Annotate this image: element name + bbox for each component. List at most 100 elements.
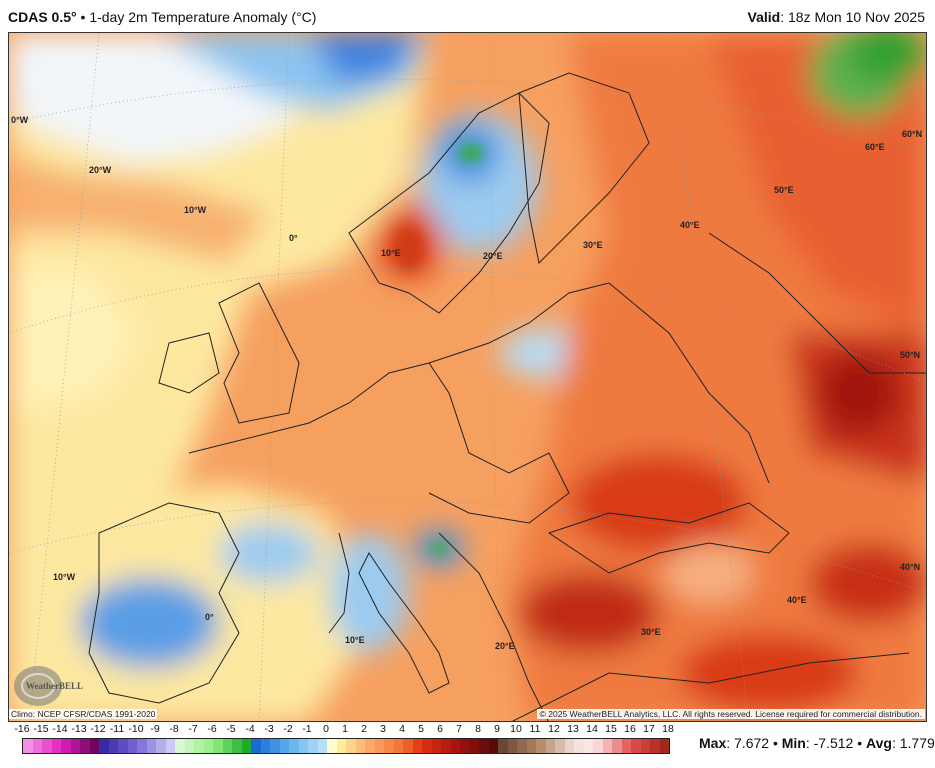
colorbar-tick-label: 18	[662, 723, 674, 735]
min-value: : -7.512	[805, 735, 854, 751]
grid-label: 30°E	[641, 627, 661, 637]
colorbar-bin	[631, 739, 641, 753]
grid-label: 40°E	[787, 595, 807, 605]
anomaly-map: 0°W 20°W 10°W 0° 10°E 20°E 30°E 40°E 50°…	[8, 32, 927, 722]
colorbar-tick-label: 14	[586, 723, 598, 735]
colorbar-bin	[70, 739, 80, 753]
grid-label: 50°N	[900, 350, 920, 360]
colorbar-bin	[222, 739, 232, 753]
colorbar-bin	[108, 739, 118, 753]
colorbar-bin	[146, 739, 156, 753]
colorbar-bin	[640, 739, 650, 753]
colorbar-bin	[536, 739, 546, 753]
colorbar-bin	[488, 739, 498, 753]
separator: •	[853, 735, 867, 751]
colorbar-tick-label: -9	[150, 723, 160, 735]
colorbar-tick-label: -4	[245, 723, 255, 735]
grid-label: 0°W	[11, 115, 29, 125]
colorbar-bin	[469, 739, 479, 753]
map-title: CDAS 0.5° • 1-day 2m Temperature Anomaly…	[8, 9, 316, 25]
colorbar-tick-label: -1	[302, 723, 312, 735]
colorbar-bin	[336, 739, 346, 753]
colorbar-tick-label: 12	[548, 723, 560, 735]
valid-time: Valid: 18z Mon 10 Nov 2025	[748, 9, 925, 25]
avg-label: Avg	[866, 735, 892, 751]
colorbar-bin	[289, 739, 299, 753]
colorbar-bin	[241, 739, 251, 753]
colorbar-bin	[327, 739, 337, 753]
colorbar-tick-label: -16	[14, 723, 30, 735]
colorbar-bin	[393, 739, 403, 753]
colorbar-bin	[99, 739, 109, 753]
grid-label: 10°W	[184, 205, 207, 215]
valid-label: Valid	[747, 9, 781, 25]
colorbar-bin	[412, 739, 422, 753]
min-label: Min	[781, 735, 806, 751]
colorbar-tick-label: -11	[109, 723, 125, 735]
colorbar-bin	[460, 739, 470, 753]
colorbar-bin	[165, 739, 175, 753]
colorbar-bin	[659, 739, 669, 753]
colorbar-tick-label: 15	[605, 723, 617, 735]
colorbar-tick-label: 6	[437, 723, 443, 735]
colorbar-bin	[251, 739, 261, 753]
climo-note: Climo: NCEP CFSR/CDAS 1991-2020	[9, 709, 158, 719]
colorbar-bin	[650, 739, 660, 753]
colorbar-bin	[156, 739, 166, 753]
colorbar-bin	[403, 739, 413, 753]
colorbar-bin	[526, 739, 536, 753]
grid-label: 20°W	[89, 165, 112, 175]
colorbar-bin	[317, 739, 327, 753]
colorbar-bin	[260, 739, 270, 753]
colorbar-bin	[346, 739, 356, 753]
colorbar-tick-label: -3	[264, 723, 274, 735]
colorbar-bin	[583, 739, 593, 753]
separator: •	[80, 9, 86, 25]
colorbar-bin	[118, 739, 128, 753]
colorbar-tick-label: -8	[169, 723, 179, 735]
max-label: Max	[699, 735, 727, 751]
grid-labels: 0°W 20°W 10°W 0° 10°E 20°E 30°E 40°E 50°…	[11, 115, 922, 651]
grid-label: 10°W	[53, 572, 76, 582]
colorbar-bin	[279, 739, 289, 753]
colorbar-tick-label: -12	[90, 723, 106, 735]
colorbar-bin	[23, 739, 33, 753]
colorbar-tick-label: 8	[475, 723, 481, 735]
colorbar-tick-label: -10	[128, 723, 144, 735]
grid-label: 50°E	[774, 185, 794, 195]
anomaly-field	[9, 33, 926, 721]
colorbar-bin	[441, 739, 451, 753]
colorbar-bin	[175, 739, 185, 753]
colorbar-tick-label: 7	[456, 723, 462, 735]
colorbar-tick-label: 17	[643, 723, 655, 735]
logo-text: WeatherBELL	[26, 681, 83, 691]
grid-label: 20°E	[495, 641, 515, 651]
colorbar-tick-label: 11	[529, 723, 541, 735]
colorbar-bin	[298, 739, 308, 753]
separator: •	[769, 735, 782, 751]
colorbar-bin	[308, 739, 318, 753]
colorbar-bin	[89, 739, 99, 753]
colorbar-tick-label: 16	[624, 723, 636, 735]
colorbar-bin	[127, 739, 137, 753]
colorbar-bin	[545, 739, 555, 753]
colorbar-bin	[203, 739, 213, 753]
colorbar-tick-label: 1	[342, 723, 348, 735]
colorbar-bin	[374, 739, 384, 753]
grid-label: 0°	[205, 612, 214, 622]
model-name: CDAS 0.5°	[8, 9, 77, 25]
colorbar-bin	[42, 739, 52, 753]
colorbar-bin	[80, 739, 90, 753]
max-value: : 7.672	[726, 735, 770, 751]
grid-label: 10°E	[381, 248, 401, 258]
colorbar-bin	[431, 739, 441, 753]
copyright-note: © 2025 WeatherBELL Analytics, LLC. All r…	[536, 709, 925, 719]
colorbar-bin	[355, 739, 365, 753]
colorbar-tick-label: 2	[361, 723, 367, 735]
colorbar-bin	[450, 739, 460, 753]
colorbar-ticks: -16 -15 -14 -13 -12 -11 -10 -9 -8 -7 -6 -5 -4 -3 -2 -1 0…	[14, 723, 673, 737]
colorbar-tick-label: 0	[323, 723, 329, 735]
weatherbell-logo: WeatherBELL	[14, 666, 83, 706]
product-name: 1-day 2m Temperature Anomaly (°C)	[89, 9, 317, 25]
colorbar-tick-label: -6	[207, 723, 217, 735]
